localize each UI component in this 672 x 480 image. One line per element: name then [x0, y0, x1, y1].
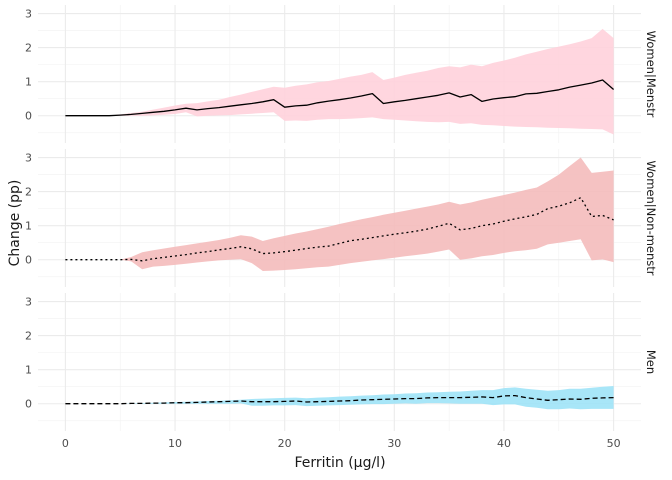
- panel-1: 0 1 2 3 Women|Menstr: [25, 5, 658, 143]
- y-tick-label: 3: [25, 152, 32, 165]
- x-axis: 0 10 20 30 40 50: [62, 437, 621, 450]
- y-tick-label: 2: [25, 42, 32, 55]
- chart-panels: 0 1 2 3 Women|Menstr 0 1 2 3 Women|Non-menstr 0 1 2 3…: [25, 5, 658, 431]
- y-tick-label: 1: [25, 76, 32, 89]
- series-line: [65, 79, 615, 117]
- x-tick-label: 50: [607, 437, 621, 450]
- y-tick-label: 0: [25, 254, 32, 267]
- y-tick-label: 0: [25, 110, 32, 123]
- x-tick-label: 40: [497, 437, 511, 450]
- x-tick-label: 0: [62, 437, 69, 450]
- x-axis-title: Ferritin (µg/l): [294, 455, 385, 471]
- y-tick-label: 3: [25, 296, 32, 309]
- panel-2: 0 1 2 3 Women|Non-menstr: [25, 149, 658, 287]
- confidence-band: [65, 386, 614, 410]
- y-tick-label: 0: [25, 398, 32, 411]
- y-tick-label: 2: [25, 330, 32, 343]
- y-tick-label: 1: [25, 364, 32, 377]
- strip-label: Women|Non-menstr: [644, 160, 658, 275]
- y-tick-label: 1: [25, 220, 32, 233]
- strip-label: Women|Menstr: [644, 31, 658, 118]
- x-tick-label: 30: [387, 437, 401, 450]
- confidence-band: [65, 157, 614, 271]
- y-axis-title: Change (pp): [7, 180, 23, 267]
- series-line: [65, 394, 614, 405]
- y-tick-label: 2: [25, 186, 32, 199]
- y-tick-label: 3: [25, 8, 32, 21]
- x-tick-label: 20: [278, 437, 292, 450]
- strip-label: Men: [644, 350, 658, 374]
- x-tick-label: 10: [168, 437, 182, 450]
- panel-3: 0 1 2 3 Men: [25, 293, 658, 431]
- series-line: [65, 197, 614, 262]
- confidence-band: [65, 28, 614, 135]
